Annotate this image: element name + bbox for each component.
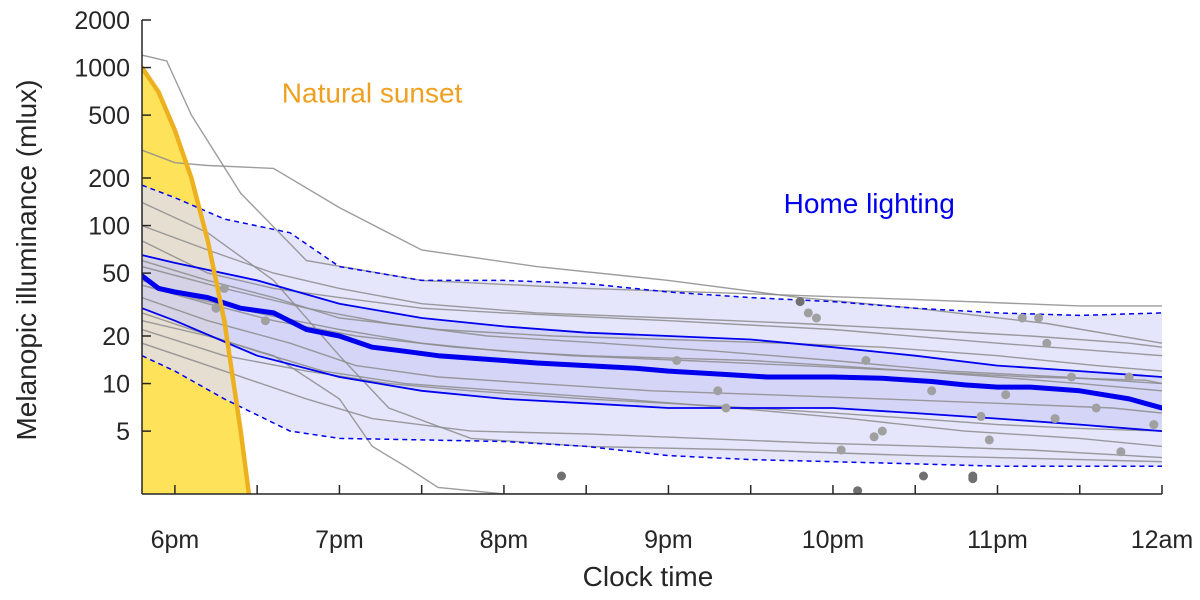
x-tick-label-7: 12am [1131,526,1194,554]
individual-point-15 [984,435,994,445]
sunset-curve-line [142,65,252,494]
individual-point-dark-3 [853,486,863,494]
x-tick-label-3: 8pm [480,526,529,554]
individual-point-17 [1017,313,1027,323]
individual-point-9 [836,445,846,455]
individual-point-18 [1034,313,1044,323]
home-lighting-quartile-band [142,255,1162,432]
individual-point-dark-4 [919,471,928,481]
y-tick-label-2: 10 [102,371,130,399]
individual-point-25 [1149,420,1159,430]
individual-point-5 [713,386,723,396]
individual-point-8 [812,313,821,323]
plot-area [142,54,1162,494]
home-quartile-line-1 [142,254,1162,378]
individual-point-4 [672,356,682,365]
x-tick-label-5: 10pm [802,526,865,554]
individual-point-6 [721,403,731,413]
home-median-line [142,273,1162,411]
individual-point-dark-2 [557,471,566,481]
x-tick-label-1: 6pm [151,526,200,554]
y-tick-label-7: 500 [88,102,130,130]
individual-line-11 [142,224,1162,348]
individual-line-6 [142,279,1162,392]
individual-line-12 [142,312,1162,448]
y-tick-label-1: 5 [116,418,130,446]
individual-line-4 [142,201,1162,463]
individual-point-dark-6 [968,474,978,484]
x-tick-label-6: 11pm [967,526,1028,554]
individual-point-14 [976,411,986,421]
individual-line-8 [142,259,1162,372]
individual-point-13 [927,386,937,396]
x-tick-label-2: 7pm [315,526,364,554]
annotation-2: Home lighting [784,188,955,219]
tick-labels: Natural sunset Home lighting 5 10 20 50 100 200… [74,7,1193,554]
y-tick-label-5: 100 [88,213,130,241]
individual-point-12 [877,426,887,436]
individual-point-21 [1067,372,1076,382]
individual-point-10 [861,356,871,365]
individual-point-2 [219,283,229,293]
individual-line-9 [142,296,1162,414]
annotation-1: Natural sunset [282,78,463,109]
y-tick-label-8: 1000 [74,55,130,83]
individual-point-7 [803,308,813,318]
individual-line-14 [142,265,1162,385]
individual-point-11 [869,432,879,442]
individual-line-3 [142,240,1162,357]
individual-point-19 [1042,338,1052,348]
individual-point-dark-1 [795,297,805,307]
home-band-lower-dashed [142,355,1162,467]
individual-point-23 [1116,447,1126,457]
individual-point-16 [1001,390,1011,400]
y-axis-title: Melanopic illuminance (mlux) [11,79,42,440]
individual-line-2 [142,149,1162,344]
x-tick-label-4: 9pm [644,526,693,554]
x-axis-title: Clock time [583,561,714,592]
y-tick-label-4: 50 [102,260,130,288]
individual-point-3 [260,316,270,326]
individual-point-24 [1124,372,1134,382]
individual-point-22 [1091,403,1101,413]
y-tick-label-6: 200 [88,165,130,193]
y-tick-label-9: 2000 [74,7,130,35]
y-tick-label-3: 20 [102,323,130,351]
home-band-upper-dashed [142,184,1162,317]
individual-line-10 [142,342,1162,459]
individual-point-20 [1050,414,1060,424]
axes [141,20,1162,495]
individual-point-1 [211,303,221,313]
